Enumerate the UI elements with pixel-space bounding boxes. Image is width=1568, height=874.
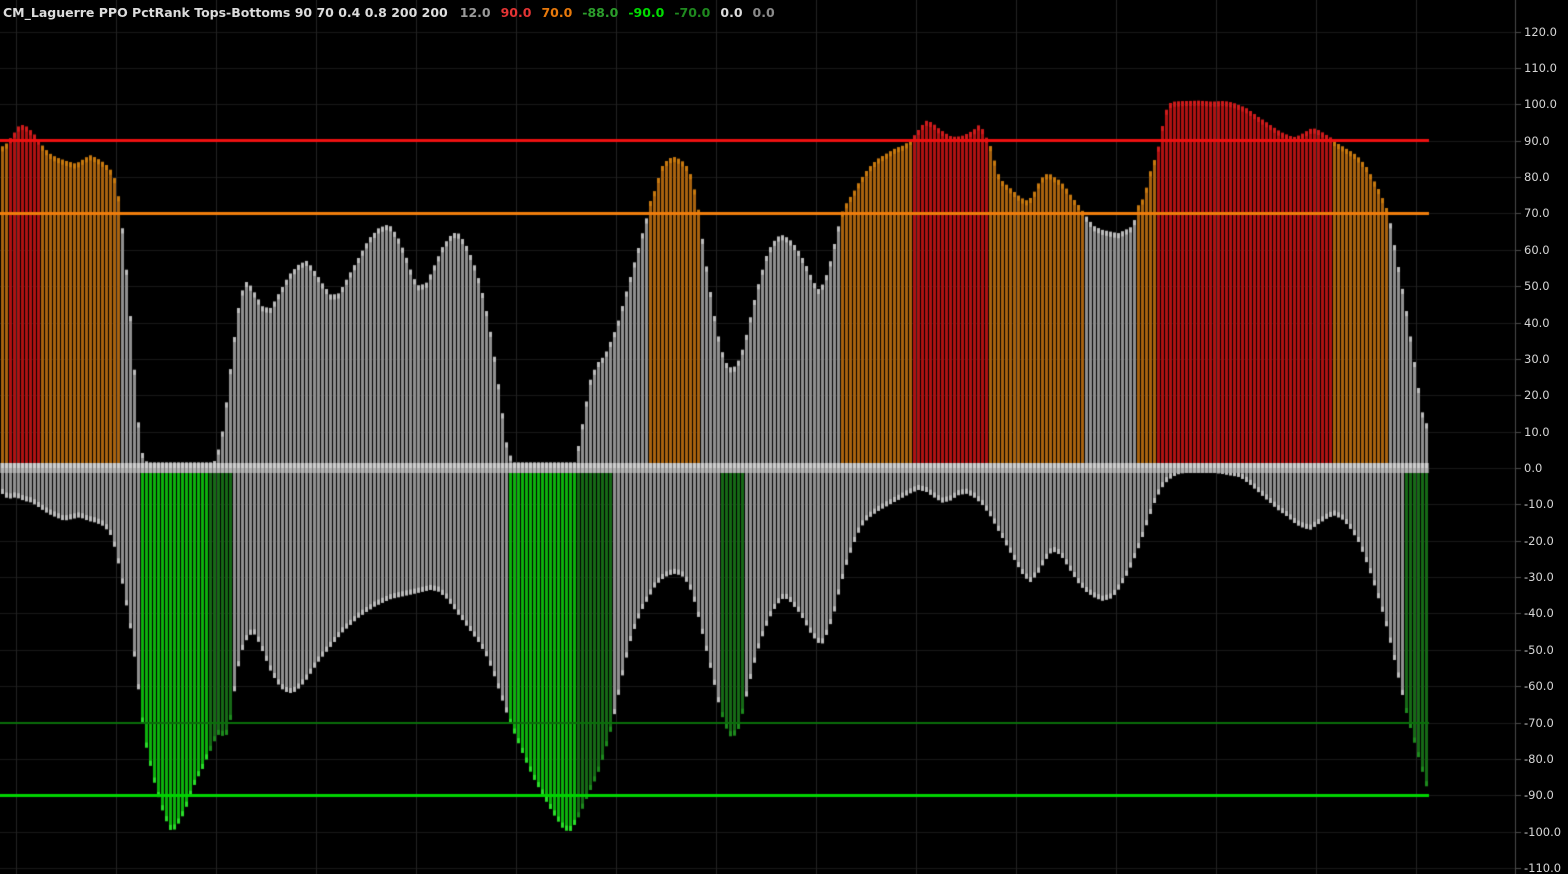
axis-tick-label: 120.0 xyxy=(1524,24,1557,39)
indicator-values: 12.0 90.0 70.0 -88.0 -90.0 -70.0 0.0 0.0 xyxy=(460,5,775,20)
indicator-value: -90.0 xyxy=(628,4,665,20)
indicator-title-row: CM_Laguerre PPO PctRank Tops-Bottoms 90 … xyxy=(3,4,775,20)
indicator-value: 90.0 xyxy=(500,4,532,20)
axis-tick-label: 70.0 xyxy=(1524,206,1550,221)
axis-tick-label: -60.0 xyxy=(1524,679,1554,694)
axis-tick-label: 40.0 xyxy=(1524,315,1550,330)
axis-tick-label: -80.0 xyxy=(1524,751,1554,766)
axis-tick-label: -90.0 xyxy=(1524,788,1554,803)
axis-tick-label: -20.0 xyxy=(1524,533,1554,548)
indicator-value: -70.0 xyxy=(674,4,711,20)
axis-tick-label: -70.0 xyxy=(1524,715,1554,730)
axis-tick-label: -10.0 xyxy=(1524,497,1554,512)
axis-tick-label: 110.0 xyxy=(1524,60,1557,75)
axis-tick-label: 0.0 xyxy=(1524,461,1543,475)
axis-tick-label: 90.0 xyxy=(1524,133,1550,148)
indicator-title: CM_Laguerre PPO PctRank Tops-Bottoms 90 … xyxy=(3,4,448,20)
axis-tick-label: 80.0 xyxy=(1524,170,1550,185)
indicator-value: 12.0 xyxy=(459,4,491,20)
axis-tick-label: 50.0 xyxy=(1524,279,1550,294)
axis-tick-label: 30.0 xyxy=(1524,351,1550,366)
axis-tick-label: 100.0 xyxy=(1524,97,1557,112)
axis-tick-label: 10.0 xyxy=(1524,424,1550,439)
axis-tick-label: -50.0 xyxy=(1524,642,1554,657)
axis-tick-label: 60.0 xyxy=(1524,242,1550,257)
axis-tick-label: -40.0 xyxy=(1524,606,1554,621)
axis-tick-label: -30.0 xyxy=(1524,570,1554,585)
indicator-value: 70.0 xyxy=(541,4,573,20)
axis-tick-label: 20.0 xyxy=(1524,388,1550,403)
axis-tick-label: -110.0 xyxy=(1524,861,1562,874)
price-axis[interactable]: 120.0 110.0 100.0 90.0 80.0 70.0 60.0 50.0 40.0 3… xyxy=(1518,0,1568,874)
indicator-value: 0.0 xyxy=(752,4,775,20)
axis-tick-label: -100.0 xyxy=(1524,824,1562,839)
indicator-value: -88.0 xyxy=(582,4,619,20)
indicator-value: 0.0 xyxy=(720,4,743,20)
